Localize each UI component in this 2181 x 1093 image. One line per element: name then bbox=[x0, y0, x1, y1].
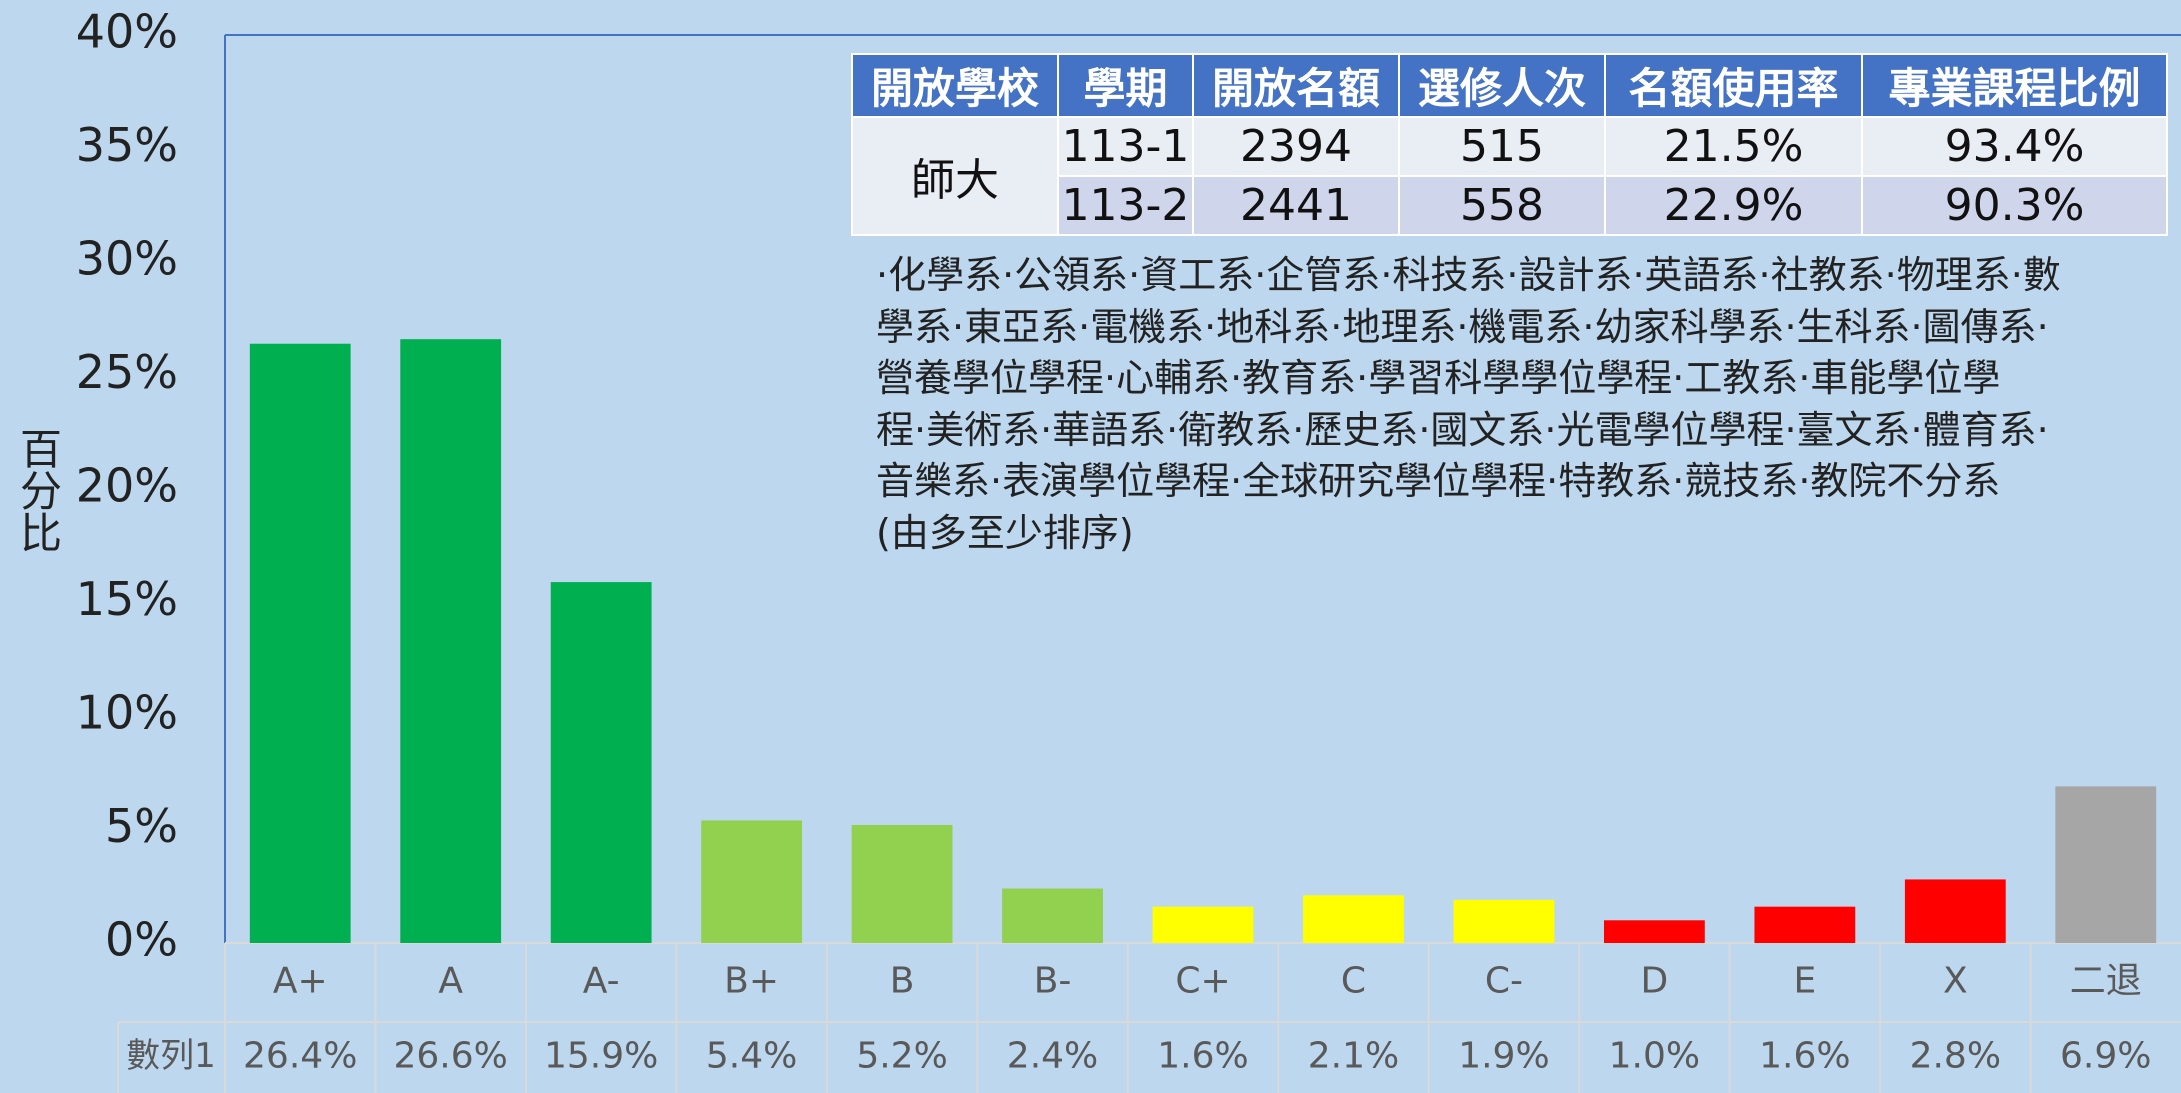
bar bbox=[1152, 906, 1254, 943]
x-tick-label: A- bbox=[583, 961, 620, 1002]
table-header-cell: 專業課程比例 bbox=[1861, 53, 2168, 118]
bar bbox=[400, 339, 502, 943]
value-label: 15.9% bbox=[544, 1036, 658, 1077]
value-label: 5.4% bbox=[706, 1036, 797, 1077]
x-tick-label: 二退 bbox=[2070, 961, 2142, 1002]
table-cell: 21.5% bbox=[1604, 116, 1863, 177]
value-label: 1.9% bbox=[1458, 1036, 1549, 1077]
bar bbox=[550, 582, 652, 943]
bar bbox=[249, 343, 351, 944]
value-label: 1.6% bbox=[1759, 1036, 1850, 1077]
table-header-cell: 開放學校 bbox=[851, 53, 1059, 118]
table-cell: 2441 bbox=[1192, 175, 1400, 236]
x-tick-label: D bbox=[1641, 961, 1669, 1002]
table-cell: 師大 bbox=[851, 116, 1059, 236]
bar bbox=[1303, 895, 1404, 943]
table-cell: 515 bbox=[1398, 116, 1606, 177]
y-tick-label: 30% bbox=[76, 232, 178, 286]
department-line: 音樂系·表演學位學程·全球研究學位學程·特教系·競技系·教院不分系 bbox=[876, 459, 2001, 503]
bar bbox=[1904, 879, 2006, 943]
x-tick-label: C+ bbox=[1175, 961, 1230, 1002]
x-tick-label: B+ bbox=[724, 961, 779, 1002]
bar bbox=[851, 824, 953, 943]
table-header-cell: 開放名額 bbox=[1192, 53, 1400, 118]
department-line: ·化學系·公領系·資工系·企管系·科技系·設計系·英語系·社教系·物理系·數 bbox=[876, 253, 2061, 297]
y-tick-label: 5% bbox=[105, 799, 178, 853]
value-label: 5.2% bbox=[856, 1036, 947, 1077]
y-tick-label: 20% bbox=[76, 459, 178, 513]
table-cell: 2394 bbox=[1192, 116, 1400, 177]
table-cell: 22.9% bbox=[1604, 175, 1863, 236]
table-cell: 113-2 bbox=[1057, 175, 1194, 236]
x-tick-label: C bbox=[1341, 961, 1366, 1002]
y-tick-label: 0% bbox=[105, 913, 178, 967]
value-label: 2.8% bbox=[1910, 1036, 2001, 1077]
x-tick-label: B bbox=[890, 961, 915, 1002]
table-cell: 113-1 bbox=[1057, 116, 1194, 177]
y-tick-label: 10% bbox=[76, 686, 178, 740]
department-line: 學系·東亞系·電機系·地科系·地理系·機電系·幼家科學系·生科系·圖傳系· bbox=[876, 304, 2049, 349]
bar bbox=[1754, 906, 1856, 943]
table-cell: 558 bbox=[1398, 175, 1606, 236]
value-label: 2.4% bbox=[1007, 1036, 1098, 1077]
x-tick-label: B- bbox=[1034, 961, 1072, 1002]
y-tick-label: 40% bbox=[76, 5, 178, 59]
x-tick-label: C- bbox=[1485, 961, 1523, 1002]
table-header-cell: 選修人次 bbox=[1398, 53, 1606, 118]
table-cell: 93.4% bbox=[1861, 116, 2168, 177]
table-header-cell: 名額使用率 bbox=[1604, 53, 1863, 118]
value-label: 26.6% bbox=[394, 1036, 508, 1077]
x-tick-label: X bbox=[1943, 961, 1968, 1002]
y-axis-label: 百分比 bbox=[14, 427, 63, 553]
value-label: 2.1% bbox=[1308, 1036, 1399, 1077]
department-line: (由多至少排序) bbox=[876, 510, 1134, 555]
department-line: 程·美術系·華語系·衛教系·歷史系·國文系·光電學位學程·臺文系·體育系· bbox=[876, 407, 2049, 452]
x-tick-label: E bbox=[1793, 961, 1816, 1002]
table-cell: 90.3% bbox=[1861, 175, 2168, 236]
bar bbox=[1002, 888, 1103, 943]
summary-table: 開放學校 學期 開放名額 選修人次 名額使用率 專業課程比例 師大 113-1 2394 515… bbox=[851, 53, 2168, 236]
x-tick-label: A+ bbox=[273, 961, 328, 1002]
value-label: 1.0% bbox=[1609, 1036, 1700, 1077]
department-line: 營養學位學程·心輔系·教育系·學習科學學位學程·工教系·車能學位學 bbox=[876, 356, 2001, 400]
bar bbox=[701, 820, 803, 943]
y-tick-label: 25% bbox=[76, 345, 178, 399]
bar bbox=[1453, 899, 1555, 943]
value-label: 1.6% bbox=[1157, 1036, 1248, 1077]
bar bbox=[2055, 786, 2157, 943]
series-label: 數列1 bbox=[126, 1036, 216, 1076]
x-tick-label: A bbox=[438, 961, 463, 1002]
y-tick-label: 35% bbox=[76, 118, 178, 172]
y-tick-label: 15% bbox=[76, 572, 178, 626]
table-header-cell: 學期 bbox=[1057, 53, 1194, 118]
value-label: 6.9% bbox=[2060, 1036, 2151, 1077]
value-label: 26.4% bbox=[243, 1036, 357, 1077]
bar bbox=[1603, 920, 1705, 943]
department-list: ·化學系·公領系·資工系·企管系·科技系·設計系·英語系·社教系·物理系·數 學系… bbox=[876, 250, 2061, 559]
